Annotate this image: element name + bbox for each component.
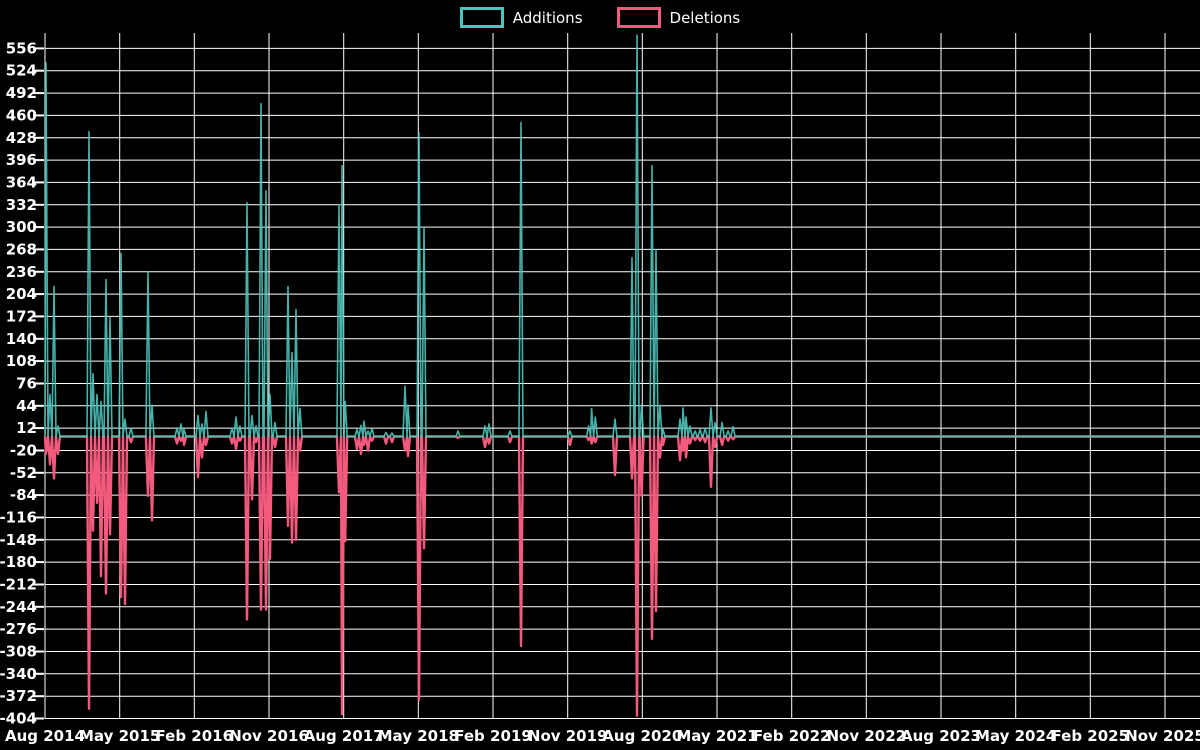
y-tick-label: -372 [0, 687, 37, 705]
y-tick-label: 492 [6, 84, 37, 102]
deletions-swatch-icon [616, 7, 661, 28]
x-tick-label: Nov 2016 [229, 727, 309, 745]
y-tick-label: -116 [0, 509, 37, 527]
x-tick-label: Feb 2016 [156, 727, 234, 745]
y-tick-label: 12 [16, 419, 37, 437]
y-tick-label: -20 [10, 442, 37, 460]
y-tick-label: 44 [16, 397, 37, 415]
y-tick-label: 108 [6, 352, 37, 370]
x-tick-label: Aug 2017 [304, 727, 384, 745]
y-tick-label: 364 [6, 173, 37, 191]
legend-item-additions[interactable]: Additions [459, 7, 583, 28]
y-tick-label: -148 [0, 531, 37, 549]
y-tick-label: 556 [6, 39, 37, 57]
y-tick-label: -340 [0, 665, 37, 683]
y-tick-label: 172 [6, 307, 37, 325]
legend-label-deletions: Deletions [669, 8, 741, 27]
y-tick-label: 140 [6, 330, 37, 348]
x-tick-label: Aug 2023 [901, 727, 981, 745]
y-tick-label: -212 [0, 576, 37, 594]
y-tick-label: -404 [0, 710, 37, 728]
x-tick-label: Feb 2019 [454, 727, 532, 745]
y-tick-label: -52 [10, 464, 37, 482]
y-tick-label: -308 [0, 643, 37, 661]
legend-label-additions: Additions [512, 8, 583, 27]
y-tick-label: 396 [6, 151, 37, 169]
y-tick-label: 268 [6, 240, 37, 258]
y-tick-label: 300 [6, 218, 37, 236]
y-tick-label: -276 [0, 620, 37, 638]
x-tick-label: Aug 2014 [5, 727, 85, 745]
y-tick-label: 236 [6, 263, 37, 281]
x-tick-label: Nov 2025 [1125, 727, 1200, 745]
x-tick-label: May 2015 [79, 727, 160, 745]
y-tick-label: 524 [6, 62, 37, 80]
x-tick-label: Feb 2022 [753, 727, 831, 745]
legend-item-deletions[interactable]: Deletions [616, 7, 741, 28]
y-tick-label: 332 [6, 196, 37, 214]
additions-swatch-icon [459, 7, 504, 28]
x-tick-label: Feb 2025 [1052, 727, 1130, 745]
x-tick-label: Nov 2019 [528, 727, 608, 745]
y-tick-label: -180 [0, 553, 37, 571]
y-tick-label: 460 [6, 106, 37, 124]
y-tick-label: 76 [16, 375, 37, 393]
x-tick-label: May 2018 [378, 727, 459, 745]
x-tick-label: May 2024 [975, 727, 1056, 745]
y-tick-label: 428 [6, 129, 37, 147]
x-tick-label: May 2021 [676, 727, 757, 745]
y-tick-label: -244 [0, 598, 37, 616]
x-tick-label: Nov 2022 [826, 727, 906, 745]
chart-legend: Additions Deletions [0, 7, 1200, 28]
y-tick-label: 204 [6, 285, 37, 303]
y-tick-label: -84 [10, 486, 37, 504]
x-tick-label: Aug 2020 [602, 727, 682, 745]
additions-line [44, 34, 1200, 438]
